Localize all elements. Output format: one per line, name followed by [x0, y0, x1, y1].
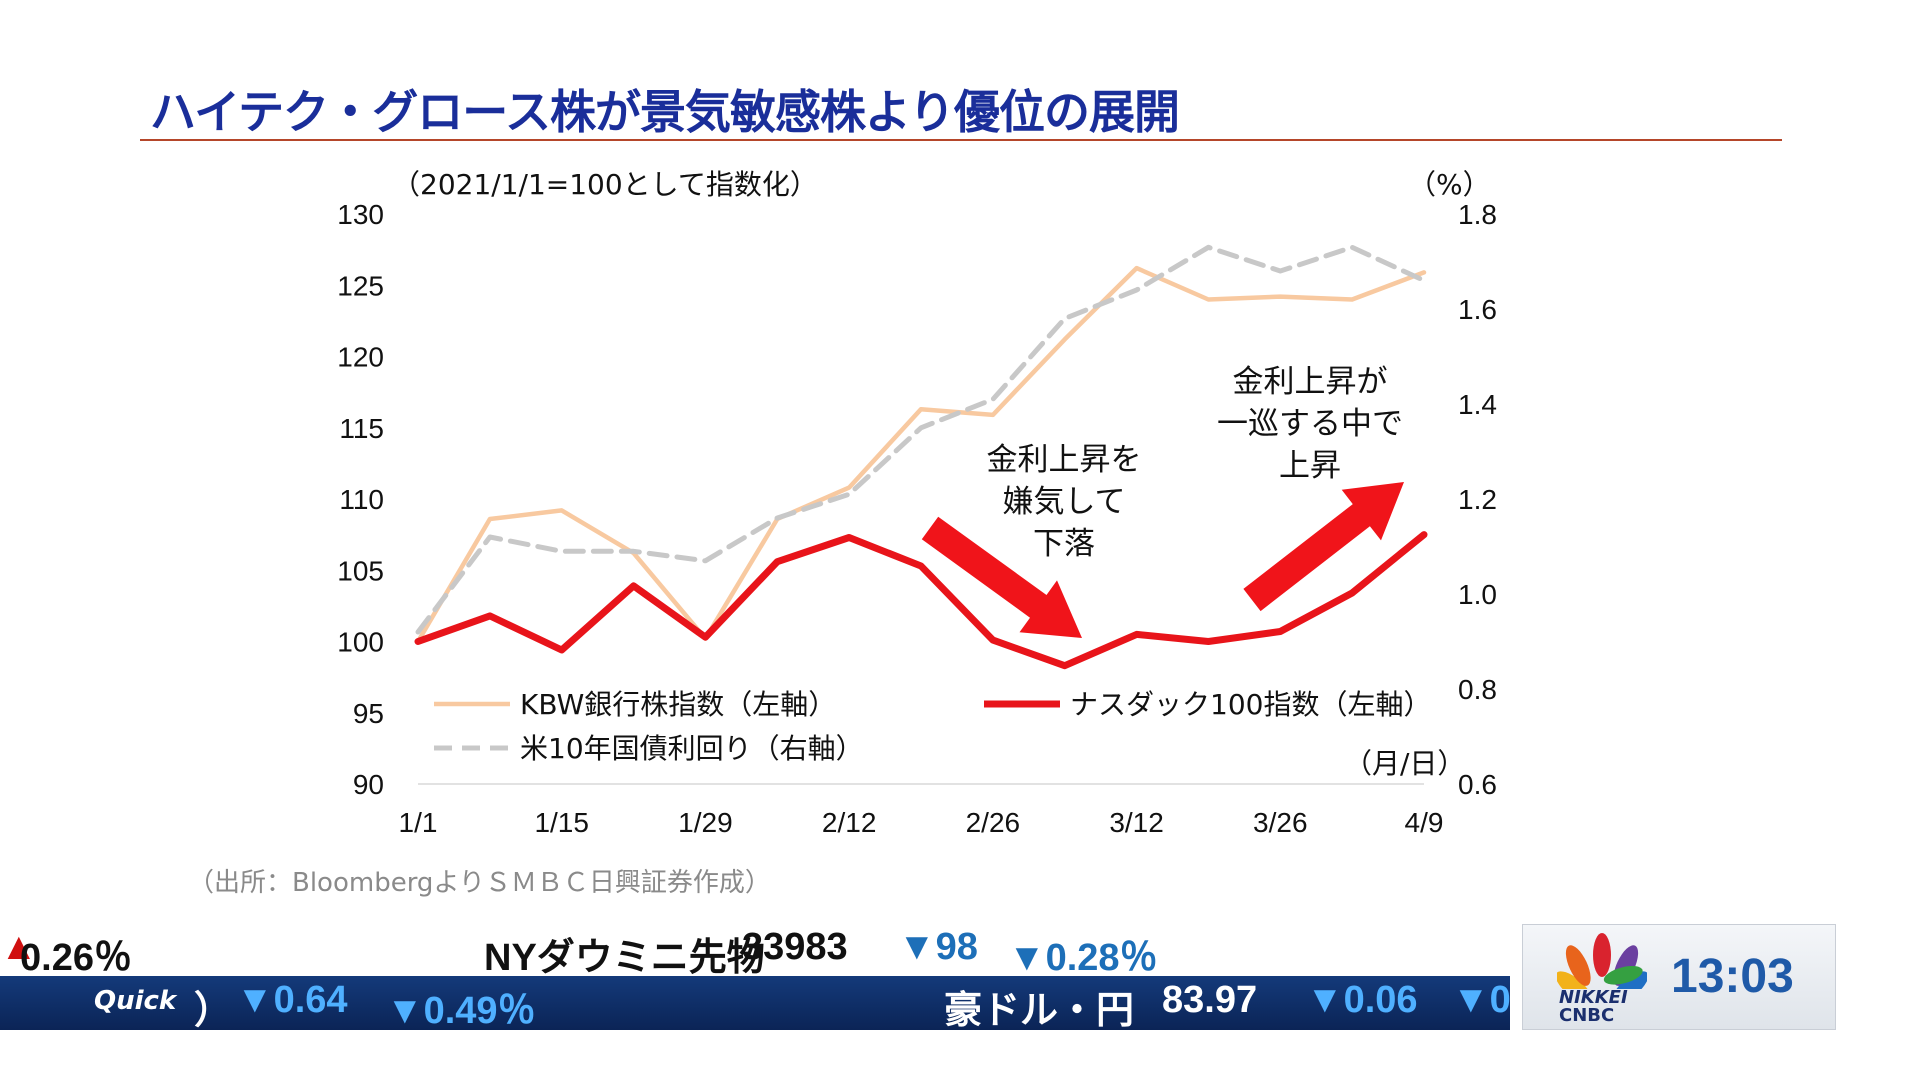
ticker-up-arrow-icon: ▲: [0, 926, 38, 968]
slide-title: ハイテク・グロース株が景気敏感株より優位の展開: [150, 85, 1180, 139]
y-right-tick-label: 1.2: [1458, 484, 1497, 515]
ticker-item-price: 33983: [742, 926, 848, 968]
y-right-tick-label: 1.0: [1458, 579, 1497, 610]
ticker-fx-tail: ▼0: [1452, 979, 1511, 1021]
x-tick-label: 3/26: [1253, 807, 1308, 838]
bug-clock: 13:03: [1671, 950, 1794, 1003]
legend-label: 米10年国債利回り（右軸）: [520, 732, 864, 765]
chart-axes: 130 125 120 115 110 105 100 95 90 1.8 1.6 1.4 1.2 1.0…: [337, 168, 1497, 838]
x-tick-label: 1/29: [678, 807, 733, 838]
ticker-bottom-bar: [0, 976, 1510, 1030]
annotation-text-up: 金利上昇が: [1233, 364, 1388, 400]
y-left-tick-label: 100: [337, 627, 384, 658]
ticker-item-name: NYダウミニ先物: [484, 937, 765, 979]
title-divider: [140, 139, 1782, 141]
x-tick-label: 4/9: [1405, 807, 1444, 838]
y-left-axis-note: （2021/1/1=100として指数化）: [392, 168, 818, 201]
ticker-item-pct: ▼0.28％: [1008, 937, 1158, 979]
x-tick-label: 2/26: [966, 807, 1021, 838]
y-right-axis-note: （%）: [1408, 168, 1491, 201]
y-left-tick-label: 130: [337, 199, 384, 230]
y-left-tick-label: 90: [353, 769, 384, 800]
y-left-tick-label: 115: [339, 413, 384, 444]
ticker-fx-price: 83.97: [1162, 979, 1258, 1021]
annotation-text-down: 下落: [1033, 526, 1095, 562]
annotation-text-up: 上昇: [1279, 448, 1341, 484]
ticker-bottom-change: ▼0.64: [236, 979, 348, 1021]
chart-series: [414, 244, 1428, 670]
y-right-tick-label: 1.4: [1458, 389, 1497, 420]
y-right-tick-label: 0.6: [1458, 769, 1497, 800]
y-left-tick-label: 125: [337, 270, 384, 301]
channel-bug: NIKKEI CNBC 13:03: [1522, 924, 1836, 1030]
y-right-tick-label: 1.8: [1458, 199, 1497, 230]
annotation-text-down: 嫌気して: [1002, 484, 1125, 520]
ticker-top-bar: [0, 922, 1510, 976]
ticker-bottom-pct: ▼0.49％: [386, 990, 536, 1032]
x-tick-label: 2/12: [822, 807, 877, 838]
annotation-text-up: 一巡する中で: [1217, 406, 1403, 442]
y-right-tick-label: 0.8: [1458, 674, 1497, 705]
legend-label: KBW銀行株指数（左軸）: [520, 688, 836, 721]
bug-nikkei-text: NIKKEI: [1559, 987, 1628, 1008]
bug-cnbc-text: CNBC: [1559, 1005, 1615, 1026]
annotation-arrow-up: [1243, 482, 1404, 612]
quick-logo: Quick: [94, 986, 177, 1016]
ticker-bottom-partial: ）: [194, 990, 233, 1032]
chart-legend: KBW銀行株指数（左軸） ナスダック100指数（左軸） 米10年国債利回り（右軸）: [434, 688, 1431, 765]
ticker-item-change: ▼98: [898, 926, 978, 968]
source-note: （出所：BloombergよりＳＭＢＣ日興証券作成）: [188, 868, 771, 898]
x-axis-label: （月/日）: [1344, 747, 1465, 780]
y-left-tick-label: 105: [337, 555, 384, 586]
ticker-fx-change: ▼0.06: [1306, 979, 1418, 1021]
y-left-tick-label: 110: [339, 484, 384, 515]
ticker-top-left-value: 0.26％: [20, 937, 132, 979]
y-left-tick-label: 95: [353, 698, 384, 729]
peacock-logo-icon: [1557, 933, 1647, 989]
x-tick-label: 3/12: [1109, 807, 1164, 838]
y-left-tick-label: 120: [337, 342, 384, 373]
ticker-fx-name: 豪ドル・円: [944, 990, 1135, 1032]
x-tick-label: 1/1: [399, 807, 438, 838]
x-tick-label: 1/15: [534, 807, 589, 838]
annotation-text-down: 金利上昇を: [987, 442, 1142, 478]
annotation-arrow-down: [921, 516, 1082, 638]
legend-label: ナスダック100指数（左軸）: [1070, 688, 1431, 721]
y-right-tick-label: 1.6: [1458, 294, 1497, 325]
